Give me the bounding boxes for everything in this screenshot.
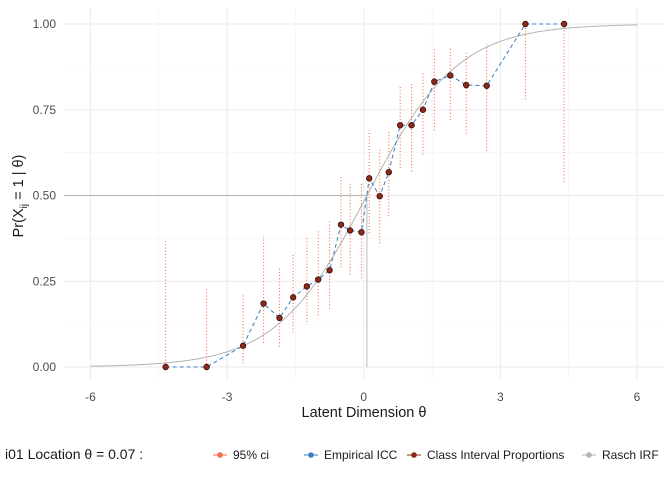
class-interval-point — [522, 20, 529, 28]
legend-label: Empirical ICC — [324, 448, 398, 462]
legend-label: Class Interval Proportions — [427, 448, 564, 462]
class-interval-point — [408, 121, 415, 129]
class-interval-point — [431, 78, 438, 85]
class-interval-point — [447, 72, 454, 79]
class-interval-point — [337, 221, 345, 228]
class-interval-points — [162, 20, 568, 371]
class-interval-point — [419, 106, 427, 113]
class-interval-point — [303, 283, 311, 290]
legend-label: 95% ci — [233, 448, 269, 462]
class-interval-point — [289, 294, 297, 301]
x-tick-label: 3 — [497, 390, 504, 404]
legend-item: Empirical ICC — [304, 448, 398, 462]
y-tick-label: 0.25 — [33, 274, 57, 288]
class-interval-point — [239, 342, 247, 349]
reference-lines — [64, 195, 368, 367]
legend-item: Class Interval Proportions — [407, 448, 564, 462]
class-interval-point — [385, 168, 392, 176]
x-tick-label: 0 — [360, 390, 367, 404]
rasch-irf-layer — [90, 24, 638, 367]
y-axis-title: Pr(Xij = 1 | θ) — [11, 155, 30, 238]
x-axis-title: Latent Dimension θ — [302, 405, 427, 421]
x-axis-ticks: -6 -3 0 3 6 — [85, 390, 640, 404]
class-interval-point — [376, 192, 383, 200]
class-interval-point — [463, 81, 470, 89]
y-tick-label: 0.00 — [33, 360, 57, 374]
legend-key-point — [586, 452, 592, 458]
class-interval-point — [276, 314, 283, 322]
class-interval-point — [366, 175, 373, 182]
class-interval-point — [326, 267, 333, 274]
class-interval-point — [315, 276, 322, 283]
legend-key-point — [217, 452, 223, 458]
rasch-irf-curve — [90, 24, 638, 367]
ci-layer — [165, 24, 565, 367]
legend-item: 95% ci — [213, 448, 269, 462]
class-interval-point — [346, 227, 354, 234]
x-tick-label: 6 — [634, 390, 641, 404]
class-interval-point — [358, 229, 365, 236]
class-interval-point — [396, 121, 404, 129]
legend-item: Rasch IRF — [582, 448, 659, 462]
class-interval-point — [260, 300, 267, 307]
class-interval-point — [203, 363, 210, 371]
y-tick-label: 1.00 — [33, 17, 57, 31]
class-interval-point — [560, 20, 568, 28]
y-axis-ticks: 0.00 0.25 0.50 0.75 1.00 — [33, 17, 57, 374]
x-tick-label: -6 — [85, 390, 96, 404]
legend-key-point — [308, 452, 314, 458]
legend-label: Rasch IRF — [602, 448, 659, 462]
y-tick-label: 0.50 — [33, 189, 57, 203]
class-interval-point — [162, 363, 169, 371]
legend-title: i01 Location θ = 0.07 : — [5, 446, 143, 462]
class-interval-point — [483, 82, 490, 89]
legend-key-point — [411, 452, 417, 458]
legend: i01 Location θ = 0.07 : 95% ci Empirical … — [5, 446, 659, 462]
x-tick-label: -3 — [222, 390, 233, 404]
y-tick-label: 0.75 — [33, 103, 57, 117]
